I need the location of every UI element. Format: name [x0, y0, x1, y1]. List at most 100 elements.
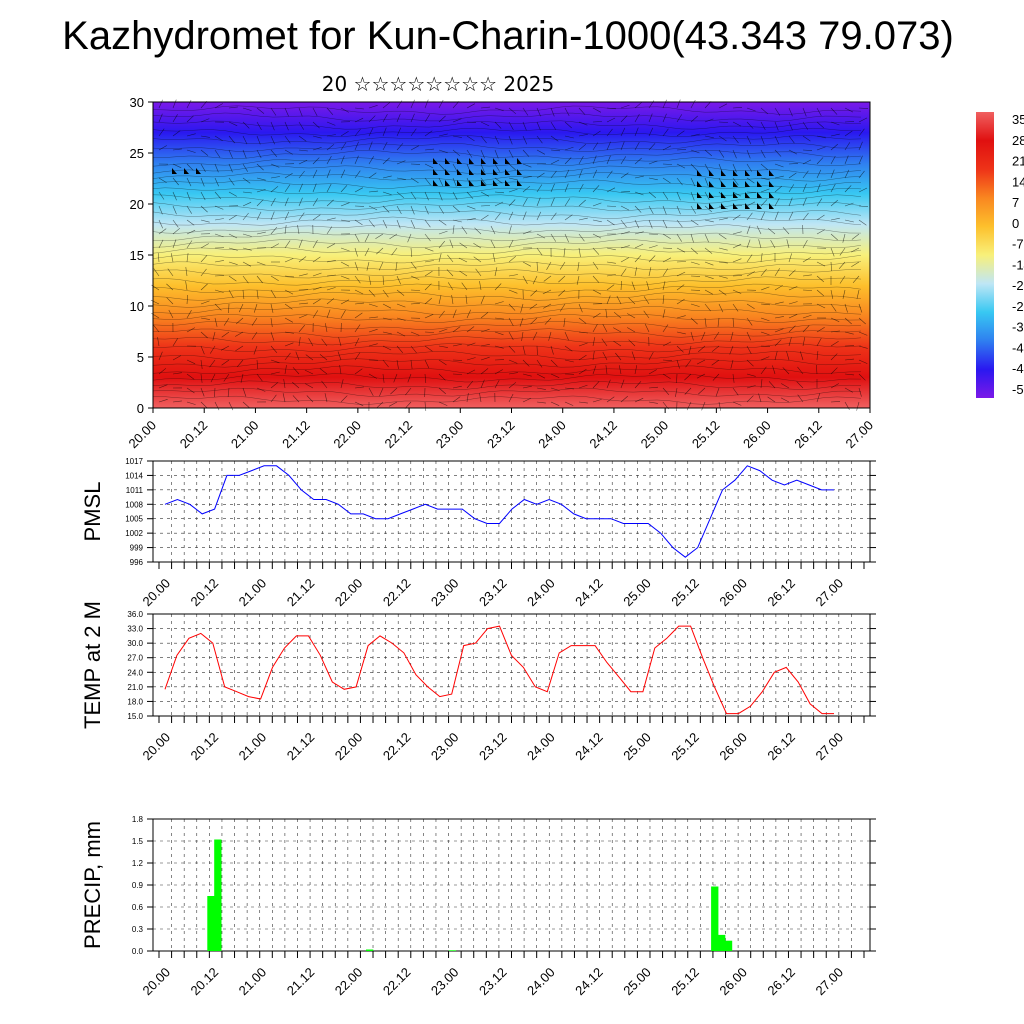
temp-xtick-label: 22.12 — [380, 730, 414, 764]
heatmap-ytick-label: 0 — [137, 401, 144, 416]
colorbar-label: 0 — [1012, 216, 1019, 231]
wind-arrows — [150, 99, 869, 412]
heatmap-xtick-label: 26.00 — [740, 418, 774, 452]
temp-xtick-label: 27.00 — [813, 730, 847, 764]
colorbar-label: -35 — [1012, 320, 1024, 335]
temp-ytick-label: 30.0 — [127, 639, 143, 648]
temp-xtick-label: 24.00 — [524, 730, 558, 764]
pmsl-xtick-label: 26.00 — [716, 576, 750, 610]
precip-ytick-label: 0.3 — [132, 925, 144, 934]
pmsl-ytick-label: 1011 — [126, 486, 144, 495]
precip-bar — [366, 949, 374, 951]
heatmap-xtick-label: 26.12 — [791, 418, 825, 452]
temp-grid — [153, 614, 870, 716]
precip-bar — [724, 940, 733, 951]
precip-xtick-label: 26.12 — [764, 965, 798, 999]
temp-xtick-label: 23.12 — [476, 730, 510, 764]
precip-ytick-label: 0.9 — [132, 881, 144, 890]
colorbar-label: 35 — [1012, 112, 1024, 127]
precip-xtick-label: 26.00 — [716, 965, 750, 999]
heatmap-xtick-label: 24.12 — [586, 418, 620, 452]
pmsl-xtick-label: 20.12 — [188, 576, 222, 610]
heatmap-xtick-label: 23.12 — [484, 418, 518, 452]
pmsl-xtick-label: 24.12 — [572, 576, 606, 610]
precip-ytick-label: 1.8 — [132, 815, 144, 824]
precip-bar — [214, 839, 222, 951]
precip-xtick-label: 25.12 — [668, 965, 702, 999]
pmsl-xtick-label: 21.00 — [236, 576, 270, 610]
temp-ytick-label: 15.0 — [127, 712, 143, 721]
precip-grid — [153, 819, 870, 951]
temp-xtick-label: 26.00 — [716, 730, 750, 764]
precip-xtick-label: 22.12 — [380, 965, 414, 999]
temp-xtick-label: 25.00 — [620, 730, 654, 764]
heatmap-ytick-label: 30 — [130, 95, 144, 110]
pmsl-ytick-label: 996 — [130, 558, 144, 567]
heatmap-xtick-label: 22.12 — [382, 418, 416, 452]
pmsl-xtick-label: 23.00 — [428, 576, 462, 610]
temp-xtick-label: 25.12 — [668, 730, 702, 764]
precip-ytick-label: 0.0 — [132, 947, 144, 956]
temp-xtick-label: 26.12 — [764, 730, 798, 764]
precip-xtick-label: 25.00 — [620, 965, 654, 999]
temp-ylabel: TEMP at 2 M — [80, 601, 105, 729]
heatmap-xtick-label: 23.00 — [433, 418, 467, 452]
temp-ytick-label: 27.0 — [127, 654, 143, 663]
colorbar-label: 14 — [1012, 174, 1024, 189]
heatmap-ytick-label: 20 — [130, 197, 144, 212]
chart-title: Kazhydromet for Kun-Charin-1000(43.343 7… — [62, 14, 954, 58]
heatmap-ytick-label: 5 — [137, 350, 144, 365]
heatmap-ytick-label: 15 — [130, 248, 144, 263]
pmsl-xtick-label: 22.00 — [332, 576, 366, 610]
contour-lines — [152, 105, 862, 405]
colorbar-label: -14 — [1012, 257, 1024, 272]
temp-series-line — [164, 625, 834, 715]
precip-xtick-label: 21.12 — [284, 965, 318, 999]
temp-ytick-label: 36.0 — [127, 610, 143, 619]
temp-xtick-label: 21.12 — [284, 730, 318, 764]
pmsl-xtick-label: 24.00 — [524, 576, 558, 610]
pmsl-ylabel: PMSL — [80, 482, 105, 542]
precip-xtick-label: 20.12 — [188, 965, 222, 999]
pmsl-xtick-label: 27.00 — [813, 576, 847, 610]
chart-subtitle: 20 ☆☆☆☆☆☆☆☆ 2025 — [321, 72, 555, 96]
temp-ytick-label: 21.0 — [127, 683, 143, 692]
temp-xtick-label: 20.00 — [140, 730, 174, 764]
precip-ylabel: PRECIP, mm — [80, 821, 105, 949]
pmsl-ytick-label: 1017 — [125, 457, 143, 466]
pmsl-xtick-label: 25.12 — [668, 576, 702, 610]
heatmap-ytick-label: 25 — [130, 146, 144, 161]
pmsl-xtick-label: 23.12 — [476, 576, 510, 610]
temp-xtick-label: 22.00 — [332, 730, 366, 764]
precip-ytick-label: 1.2 — [132, 859, 144, 868]
pmsl-ytick-label: 1014 — [125, 471, 143, 480]
temp-xtick-label: 20.12 — [188, 730, 222, 764]
colorbar-label: -28 — [1012, 299, 1024, 314]
pmsl-ytick-label: 1005 — [125, 515, 143, 524]
heatmap-ytick-label: 10 — [130, 299, 144, 314]
colorbar-label: -42 — [1012, 340, 1024, 355]
colorbar-label: -56 — [1012, 382, 1024, 397]
precip-xtick-label: 22.00 — [332, 965, 366, 999]
temp-xtick-label: 21.00 — [236, 730, 270, 764]
precip-bar — [718, 934, 726, 951]
wind-flags — [172, 158, 774, 209]
precip-bar — [711, 886, 719, 951]
heatmap-xtick-label: 22.00 — [330, 418, 364, 452]
colorbar-label: 21 — [1012, 154, 1024, 169]
precip-xtick-label: 24.12 — [572, 965, 606, 999]
heatmap-xtick-label: 20.00 — [126, 418, 160, 452]
colorbar-label: -7 — [1012, 237, 1024, 252]
precip-xtick-label: 23.00 — [428, 965, 462, 999]
heatmap-xtick-label: 21.12 — [279, 418, 313, 452]
precip-xtick-label: 23.12 — [476, 965, 510, 999]
temp-xtick-label: 23.00 — [428, 730, 462, 764]
temp-ytick-label: 33.0 — [127, 625, 143, 634]
colorbar-label: 7 — [1012, 195, 1019, 210]
precip-ytick-label: 1.5 — [132, 837, 144, 846]
precip-xtick-label: 20.00 — [140, 965, 174, 999]
pmsl-xtick-label: 20.00 — [140, 576, 174, 610]
colorbar-label: 28 — [1012, 133, 1024, 148]
heatmap-xtick-label: 24.00 — [535, 418, 569, 452]
